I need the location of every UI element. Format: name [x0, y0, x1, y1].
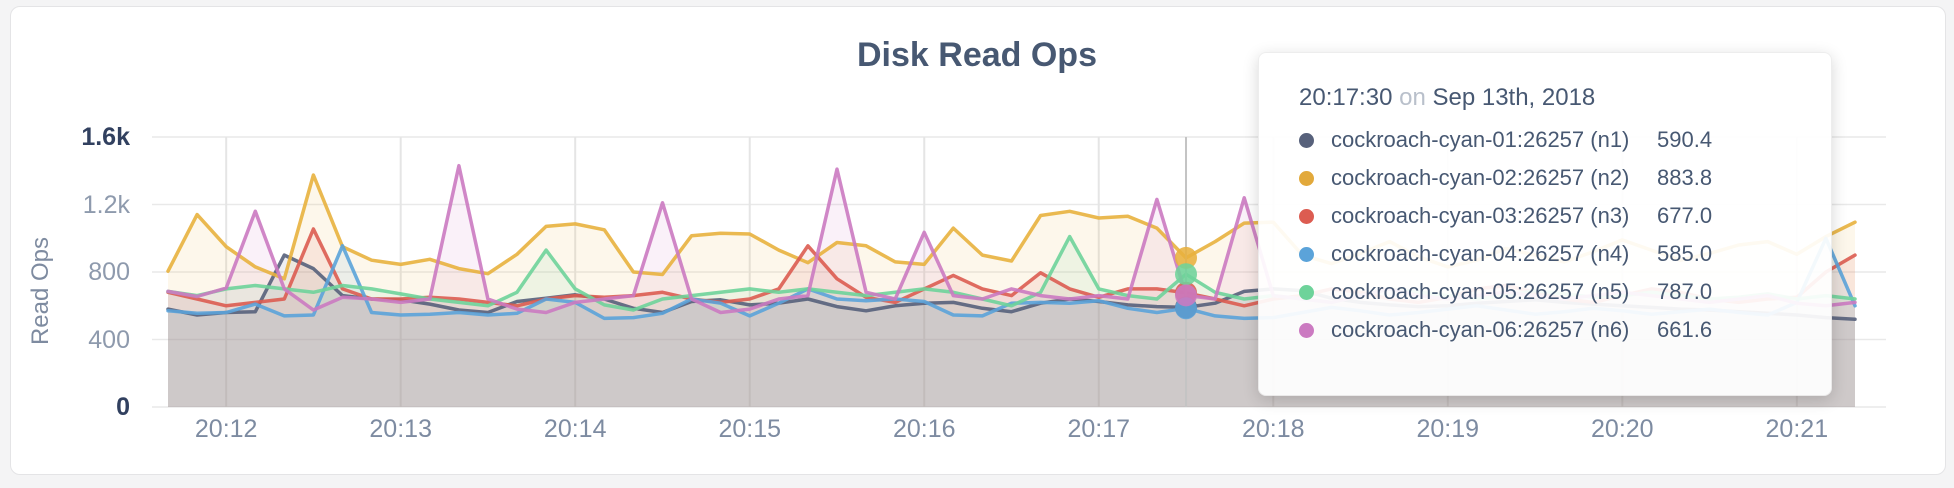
y-axis-tick: 0	[116, 393, 130, 421]
x-axis-tick: 20:19	[1416, 415, 1480, 443]
series-color-dot-icon	[1299, 246, 1314, 262]
x-axis-tick: 20:14	[543, 415, 607, 443]
hover-point	[1175, 263, 1198, 286]
x-axis-tick: 20:16	[892, 415, 956, 443]
tooltip-row: cockroach-cyan-01:26257 (n1) 590.4	[1299, 121, 1791, 159]
x-axis-tick: 20:15	[718, 415, 781, 443]
series-color-dot-icon	[1299, 284, 1314, 300]
series-value: 590.4	[1657, 127, 1713, 152]
series-label: cockroach-cyan-04:26257 (n4)	[1331, 241, 1630, 266]
y-axis-tick: 400	[88, 325, 130, 354]
series-value: 661.6	[1657, 317, 1713, 342]
x-axis-tick: 20:12	[194, 415, 258, 443]
series-color-dot-icon	[1299, 322, 1314, 338]
series-value: 883.8	[1657, 165, 1713, 190]
chart-title: Disk Read Ops	[857, 36, 1097, 74]
x-axis-tick: 20:20	[1591, 415, 1654, 443]
series-value: 787.0	[1657, 279, 1713, 304]
tooltip-row: cockroach-cyan-05:26257 (n5) 787.0	[1299, 273, 1791, 311]
hover-point	[1175, 246, 1198, 269]
series-label: cockroach-cyan-02:26257 (n2)	[1331, 165, 1630, 190]
series-label: cockroach-cyan-03:26257 (n3)	[1331, 203, 1630, 228]
series-label: cockroach-cyan-05:26257 (n5)	[1331, 279, 1630, 304]
tooltip-row: cockroach-cyan-02:26257 (n2) 883.8	[1299, 159, 1791, 197]
y-axis-tick: 800	[88, 258, 130, 286]
tooltip-row: cockroach-cyan-03:26257 (n3) 677.0	[1299, 197, 1791, 235]
tooltip-header: 20:17:30 on Sep 13th, 2018	[1299, 81, 1791, 115]
tooltip-row: cockroach-cyan-04:26257 (n4) 585.0	[1299, 235, 1791, 273]
series-label: cockroach-cyan-01:26257 (n1)	[1331, 127, 1630, 152]
hover-point	[1175, 284, 1198, 307]
tooltip-joiner: on	[1399, 84, 1426, 111]
tooltip-time: 20:17:30	[1299, 84, 1393, 111]
tooltip-date: Sep 13th, 2018	[1432, 84, 1596, 111]
chart-hover-tooltip: 20:17:30 on Sep 13th, 2018 cockroach-cya…	[1258, 52, 1832, 396]
tooltip-row: cockroach-cyan-06:26257 (n6) 661.6	[1299, 311, 1791, 349]
series-color-dot-icon	[1299, 208, 1314, 224]
tooltip-rows: cockroach-cyan-01:26257 (n1) 590.4 cockr…	[1299, 121, 1791, 349]
series-value: 677.0	[1657, 203, 1713, 228]
x-axis-tick: 20:21	[1765, 415, 1829, 443]
y-axis-label: Read Ops	[27, 236, 54, 346]
x-axis-tick: 20:18	[1241, 415, 1305, 443]
series-color-dot-icon	[1299, 170, 1314, 186]
y-axis-tick: 1.6k	[81, 123, 130, 151]
x-axis-tick: 20:13	[369, 415, 432, 443]
x-axis-tick: 20:17	[1067, 415, 1131, 443]
series-color-dot-icon	[1299, 132, 1314, 148]
series-label: cockroach-cyan-06:26257 (n6)	[1331, 317, 1630, 342]
y-axis-tick: 1.2k	[82, 190, 130, 219]
series-value: 585.0	[1657, 241, 1713, 266]
